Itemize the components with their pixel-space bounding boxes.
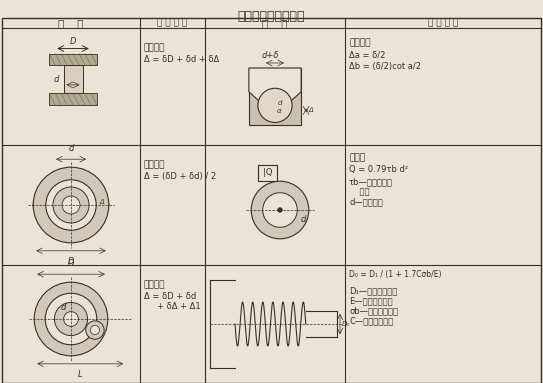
Circle shape [263,193,297,227]
Polygon shape [64,65,83,93]
Text: d: d [53,75,59,83]
Text: 简    图: 简 图 [262,18,288,28]
Text: Δ = δD + δd: Δ = δD + δd [144,292,196,301]
Text: C—弹簧的旋绕比: C—弹簧的旋绕比 [349,316,393,325]
Text: Δ: Δ [99,199,104,205]
Circle shape [46,180,96,230]
Text: σb—材料抗拉强度: σb—材料抗拉强度 [349,306,398,315]
Circle shape [34,282,108,356]
Text: + δΔ + Δ1: + δΔ + Δ1 [144,302,200,311]
Text: Δ = δD + δd + δΔ: Δ = δD + δd + δΔ [144,55,219,64]
Text: d: d [278,100,282,106]
Polygon shape [249,68,301,125]
Circle shape [54,303,87,336]
Text: d: d [68,144,74,153]
Circle shape [45,293,97,345]
Text: 技 术 参 数: 技 术 参 数 [428,18,458,28]
Text: d—钢丝直径: d—钢丝直径 [349,197,383,206]
Text: 简    图: 简 图 [58,18,84,28]
Text: Q = 0.79τb d²: Q = 0.79τb d² [349,165,408,174]
Text: 定位误差: 定位误差 [144,280,166,289]
Text: 定位误差: 定位误差 [349,38,370,47]
Text: τb—材料的抗剪: τb—材料的抗剪 [349,177,393,186]
Text: D₀ = D₁ / (1 + 1.7Cσb/E): D₀ = D₁ / (1 + 1.7Cσb/E) [349,270,441,279]
Text: Δ = (δD + δd) / 2: Δ = (δD + δd) / 2 [144,172,216,181]
Text: D: D [70,36,76,46]
Text: 技 术 参 数: 技 术 参 数 [157,18,187,28]
Text: 定位误差: 定位误差 [144,160,166,169]
Text: 常用技术参数的计算: 常用技术参数的计算 [238,10,305,23]
Text: d: d [61,303,66,313]
Text: d: d [301,215,306,224]
Circle shape [258,88,292,123]
Text: D: D [68,259,74,268]
Circle shape [86,321,104,339]
Text: D₁—弹簧设计内径: D₁—弹簧设计内径 [349,286,397,295]
Text: α: α [277,108,282,114]
Polygon shape [49,93,97,105]
Text: 强度: 强度 [349,187,369,196]
Circle shape [33,167,109,243]
Text: |Q: |Q [263,168,272,177]
Circle shape [62,196,80,214]
Circle shape [251,181,309,239]
Polygon shape [49,54,97,65]
Circle shape [90,326,99,335]
Polygon shape [249,68,301,116]
Text: D₀: D₀ [342,321,350,327]
Text: D: D [68,257,74,266]
Circle shape [53,187,89,223]
Text: L: L [78,370,83,379]
Text: Δb = (δ/2)cot a/2: Δb = (δ/2)cot a/2 [349,62,421,71]
Text: 切断力: 切断力 [349,153,365,162]
Circle shape [64,312,78,326]
Text: E—材料弹性模量: E—材料弹性模量 [349,296,393,305]
Text: 定位误差: 定位误差 [144,43,166,52]
Text: Δa = δ/2: Δa = δ/2 [349,50,386,59]
Text: d+δ: d+δ [261,51,279,60]
Circle shape [277,207,283,213]
Text: Δ: Δ [308,107,313,113]
